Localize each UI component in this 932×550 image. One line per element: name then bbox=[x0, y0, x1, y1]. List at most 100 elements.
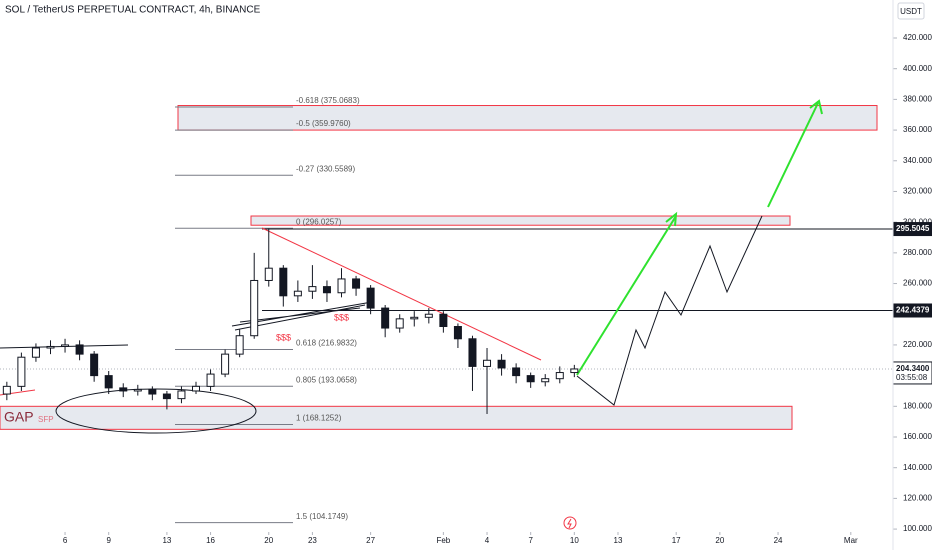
x-tick-label: 17 bbox=[672, 536, 681, 545]
candle-body bbox=[250, 279, 259, 337]
candle-body bbox=[439, 313, 448, 328]
fib-label: 0.805 (193.0658) bbox=[296, 375, 357, 384]
y-tick-label: 380.0000 bbox=[903, 94, 932, 103]
green-arrow bbox=[576, 211, 678, 376]
fib-label: 1.5 (104.1749) bbox=[296, 512, 348, 521]
candle-body bbox=[352, 278, 361, 289]
fib-label: 0 (296.0257) bbox=[296, 217, 342, 226]
x-tick-label: 6 bbox=[63, 536, 68, 545]
candle-body bbox=[322, 286, 331, 294]
projection-path bbox=[576, 215, 763, 406]
candle-body bbox=[2, 385, 11, 395]
price-tag bbox=[893, 222, 932, 237]
y-tick-label: 300.0000 bbox=[903, 217, 932, 226]
candle-body bbox=[279, 267, 288, 297]
x-tick-label: 13 bbox=[614, 536, 623, 545]
price-tag-label: 295.5045 bbox=[896, 224, 930, 233]
x-tick-label: 10 bbox=[570, 536, 579, 545]
candle-body bbox=[61, 344, 70, 347]
candle-body bbox=[366, 287, 375, 309]
price-tag bbox=[893, 303, 932, 318]
candle-body bbox=[46, 345, 55, 349]
candle-body bbox=[424, 313, 433, 318]
y-tick-label: 400.0000 bbox=[903, 64, 932, 73]
y-tick-label: 340.0000 bbox=[903, 156, 932, 165]
candle-body bbox=[293, 290, 302, 297]
candle-body bbox=[90, 353, 99, 377]
countdown-label: 03:55:08 bbox=[896, 373, 928, 382]
y-tick-label: 360.0000 bbox=[903, 125, 932, 134]
liquidity-label: $$$ bbox=[276, 332, 291, 342]
zone bbox=[0, 405, 793, 430]
candle-body bbox=[31, 347, 40, 358]
candle-body bbox=[148, 388, 157, 395]
x-tick-label: 24 bbox=[774, 536, 783, 545]
candle-body bbox=[497, 359, 506, 369]
zone bbox=[177, 105, 878, 131]
chart-title: SOL / TetherUS PERPETUAL CONTRACT, 4h, B… bbox=[5, 5, 261, 16]
candle-body bbox=[483, 359, 492, 367]
y-tick-label: 100.0000 bbox=[903, 524, 932, 533]
y-tick-label: 260.0000 bbox=[903, 279, 932, 288]
candle-body bbox=[192, 385, 201, 392]
event-icon[interactable] bbox=[563, 516, 577, 530]
y-tick-label: 320.0000 bbox=[903, 187, 932, 196]
candle-body bbox=[162, 393, 171, 400]
fib-label: -0.27 (330.5589) bbox=[296, 164, 355, 173]
x-tick-label: 27 bbox=[366, 536, 375, 545]
trend-line bbox=[261, 227, 542, 361]
candle-body bbox=[17, 356, 26, 387]
fib-label: -0.5 (359.9760) bbox=[296, 119, 351, 128]
y-tick-label: 140.0000 bbox=[903, 463, 932, 472]
candle-body bbox=[410, 316, 419, 320]
gap-label: GAP bbox=[4, 409, 34, 425]
candle-body bbox=[512, 367, 521, 377]
candle-body bbox=[75, 344, 84, 355]
y-tick-label: 280.0000 bbox=[903, 248, 932, 257]
candle-body bbox=[468, 338, 477, 367]
x-tick-label: 16 bbox=[206, 536, 215, 545]
candle-body bbox=[570, 368, 579, 374]
x-tick-label: 9 bbox=[106, 536, 111, 545]
fib-label: 0.618 (216.9832) bbox=[296, 339, 357, 348]
x-tick-label: 7 bbox=[528, 536, 533, 545]
candle-body bbox=[308, 286, 317, 292]
y-tick-label: 120.0000 bbox=[903, 493, 932, 502]
candle-body bbox=[235, 335, 244, 355]
candle-body bbox=[206, 373, 215, 387]
liquidity-label: $$$ bbox=[334, 312, 349, 322]
candle-body bbox=[177, 390, 186, 400]
y-tick-label: 220.0000 bbox=[903, 340, 932, 349]
zone bbox=[250, 215, 791, 226]
candle-body bbox=[541, 378, 550, 383]
y-tick-label: 420.0000 bbox=[903, 33, 932, 42]
candle-body bbox=[381, 307, 390, 329]
sfp-label: SFP bbox=[38, 415, 54, 424]
candle-body bbox=[221, 353, 230, 375]
candle-body bbox=[133, 388, 142, 392]
y-tick-label: 180.0000 bbox=[903, 401, 932, 410]
candle-body bbox=[264, 267, 273, 281]
candle-body bbox=[104, 375, 113, 389]
green-arrow bbox=[767, 99, 823, 208]
candle-body bbox=[337, 278, 346, 294]
x-tick-label: Mar bbox=[844, 536, 858, 545]
fib-label: -0.618 (375.0683) bbox=[296, 96, 360, 105]
y-tick-label: 160.0000 bbox=[903, 432, 932, 441]
currency-box[interactable] bbox=[897, 2, 925, 20]
candle-body bbox=[119, 387, 128, 392]
x-tick-label: 23 bbox=[308, 536, 317, 545]
candle-body bbox=[555, 372, 564, 380]
currency: USDT bbox=[900, 7, 922, 16]
candle-body bbox=[453, 326, 462, 340]
x-tick-label: 13 bbox=[162, 536, 171, 545]
candle-body bbox=[526, 375, 535, 383]
current-price-label: 204.3400 bbox=[896, 364, 930, 373]
event-icon-bolt bbox=[567, 518, 572, 529]
x-tick-label: 20 bbox=[715, 536, 724, 545]
candle-body bbox=[395, 318, 404, 329]
x-tick-label: Feb bbox=[436, 536, 450, 545]
x-tick-label: 20 bbox=[264, 536, 273, 545]
